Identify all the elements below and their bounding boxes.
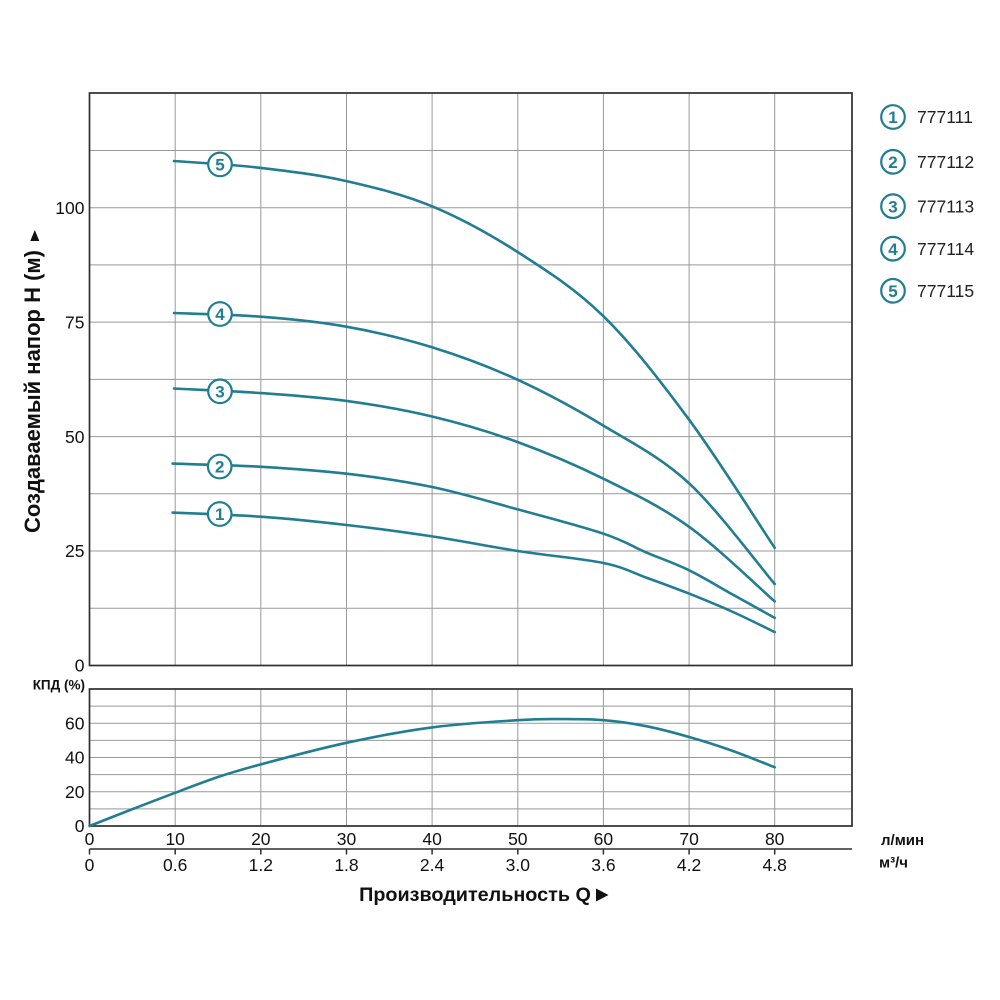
svg-text:10: 10 — [165, 829, 185, 849]
svg-text:777111: 777111 — [917, 107, 973, 127]
svg-text:777112: 777112 — [917, 152, 974, 172]
svg-text:50: 50 — [508, 829, 528, 849]
svg-text:4: 4 — [888, 240, 898, 259]
svg-text:30: 30 — [337, 829, 357, 849]
svg-text:3: 3 — [215, 383, 224, 402]
svg-text:0.6: 0.6 — [163, 855, 187, 875]
svg-text:2.4: 2.4 — [420, 855, 445, 875]
svg-text:м³/ч: м³/ч — [879, 855, 908, 872]
svg-text:0: 0 — [85, 855, 95, 875]
svg-text:4.2: 4.2 — [677, 855, 701, 875]
svg-text:0: 0 — [85, 829, 95, 849]
svg-text:3.0: 3.0 — [506, 855, 531, 875]
svg-text:20: 20 — [65, 782, 85, 802]
svg-text:777114: 777114 — [917, 239, 974, 259]
svg-text:60: 60 — [65, 713, 85, 733]
svg-text:4: 4 — [215, 305, 225, 324]
svg-text:л/мин: л/мин — [881, 832, 924, 849]
svg-text:КПД (%): КПД (%) — [33, 678, 85, 693]
svg-text:40: 40 — [422, 829, 442, 849]
svg-text:70: 70 — [679, 829, 699, 849]
svg-text:5: 5 — [888, 282, 897, 301]
svg-text:2: 2 — [215, 458, 224, 477]
svg-text:80: 80 — [765, 829, 785, 849]
svg-text:20: 20 — [251, 829, 271, 849]
svg-text:50: 50 — [65, 427, 85, 447]
svg-text:0: 0 — [75, 656, 85, 676]
svg-text:40: 40 — [65, 748, 85, 768]
svg-text:5: 5 — [215, 156, 224, 175]
svg-text:60: 60 — [594, 829, 614, 849]
svg-text:75: 75 — [65, 312, 84, 332]
svg-text:1: 1 — [215, 505, 224, 524]
svg-text:0: 0 — [75, 816, 85, 836]
svg-text:4.8: 4.8 — [763, 855, 787, 875]
svg-text:2: 2 — [888, 153, 897, 172]
svg-text:Производительность Q: Производительность Q — [359, 884, 591, 906]
svg-text:25: 25 — [65, 541, 84, 561]
svg-text:3.6: 3.6 — [591, 855, 615, 875]
svg-text:Создаваемый напор Н (м): Создаваемый напор Н (м) — [20, 250, 45, 533]
svg-text:3: 3 — [888, 197, 897, 216]
svg-text:777115: 777115 — [917, 281, 974, 301]
svg-text:1: 1 — [888, 108, 897, 127]
svg-text:1.8: 1.8 — [334, 855, 358, 875]
svg-text:777113: 777113 — [917, 196, 974, 216]
svg-text:1.2: 1.2 — [249, 855, 273, 875]
svg-text:100: 100 — [55, 198, 84, 218]
